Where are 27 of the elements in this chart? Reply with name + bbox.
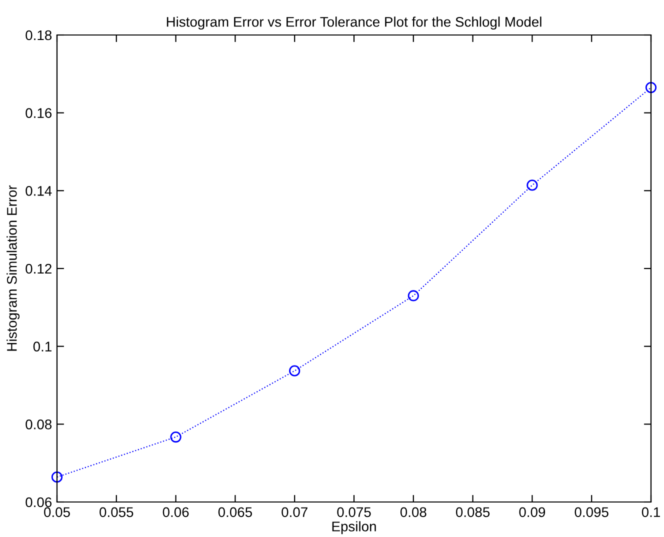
x-tick-label: 0.085: [456, 507, 490, 518]
y-tick-label: 0.12: [26, 264, 52, 274]
point: [170, 431, 182, 443]
point: [408, 290, 419, 302]
x-tick-label: 0.08: [400, 507, 426, 518]
x-tick-label: 0.095: [574, 507, 608, 518]
y-tick-label: 0.16: [26, 108, 52, 118]
chart-title: Histogram Error vs Error Tolerance Plot for the Schlogl Model: [166, 16, 542, 30]
x-tick-label: 0.065: [218, 507, 252, 518]
x-tick-label: 0.05: [44, 507, 70, 518]
x-axis-title: Epsilon: [332, 521, 376, 534]
y-tick-label: 0.08: [26, 420, 52, 430]
y-tick-label: 0.1: [33, 342, 52, 352]
point: [645, 82, 657, 94]
y-axis-title: Histogram Simulation Error: [6, 185, 20, 351]
x-tick-label: 0.055: [100, 507, 134, 518]
x-tick-label: 0.06: [162, 507, 189, 518]
x-tick-label: 0.09: [519, 507, 546, 518]
x-tick-label: 0.07: [282, 507, 308, 518]
y-tick-label: 0.18: [26, 30, 52, 40]
x-tick-label: 0.075: [337, 507, 371, 518]
point: [289, 365, 300, 376]
x-tick-label: 0.1: [642, 507, 660, 518]
y-tick-label: 0.14: [26, 186, 52, 196]
point: [526, 180, 538, 191]
point: [51, 472, 63, 483]
y-tick-label: 0.06: [26, 497, 52, 508]
